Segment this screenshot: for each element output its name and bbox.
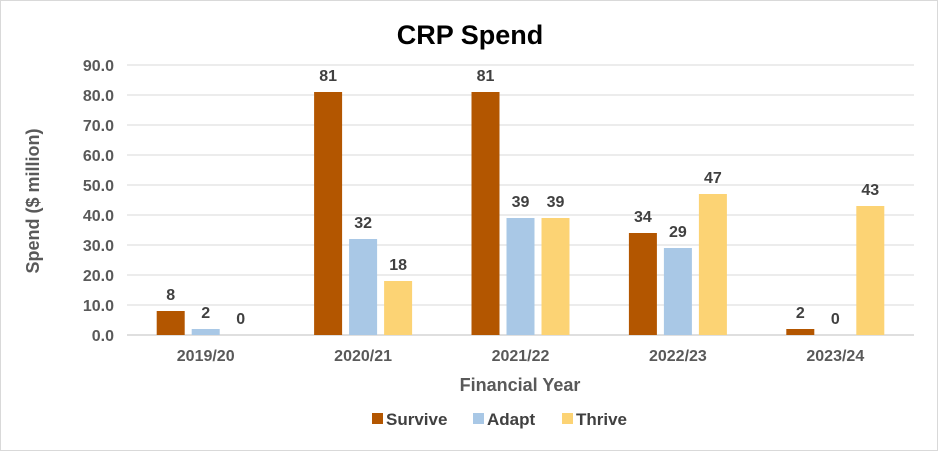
- y-tick-label: 90.0: [83, 58, 114, 75]
- data-label: 0: [236, 311, 245, 328]
- gridlines: [127, 64, 914, 336]
- x-axis-title: Financial Year: [460, 375, 581, 395]
- data-label: 2: [201, 305, 210, 322]
- y-tick-label: 0.0: [92, 328, 114, 345]
- bar-adapt: [663, 248, 692, 335]
- y-tick-label: 50.0: [83, 178, 114, 195]
- data-label: 34: [634, 209, 652, 226]
- bar-survive: [156, 311, 185, 335]
- data-label: 8: [166, 287, 175, 304]
- legend: Survive Adapt Thrive: [372, 410, 627, 429]
- data-label: 0: [831, 311, 840, 328]
- x-tick-label: 2022/23: [649, 348, 707, 365]
- bar-thrive: [698, 194, 727, 335]
- data-label: 29: [669, 224, 687, 241]
- y-tick-label: 30.0: [83, 238, 114, 255]
- x-tick-label: 2020/21: [334, 348, 392, 365]
- bar-thrive: [541, 218, 570, 335]
- bar-survive: [314, 92, 343, 335]
- bar-adapt: [506, 218, 535, 335]
- x-axis-ticks: 2019/20 2020/21 2021/22 2022/23 2023/24: [177, 348, 865, 365]
- bar-survive: [786, 329, 815, 335]
- y-tick-label: 80.0: [83, 88, 114, 105]
- y-tick-label: 20.0: [83, 268, 114, 285]
- legend-swatch-survive: [372, 413, 383, 424]
- x-tick-label: 2021/22: [492, 348, 550, 365]
- legend-label-survive: Survive: [386, 410, 447, 429]
- data-label: 32: [354, 215, 372, 232]
- bar-survive: [471, 92, 500, 335]
- bar-adapt: [349, 239, 378, 335]
- y-axis-ticks: 0.0 10.0 20.0 30.0 40.0 50.0 60.0 70.0 80.0 90.0: [83, 58, 114, 345]
- bar-thrive: [384, 281, 413, 335]
- y-tick-label: 60.0: [83, 148, 114, 165]
- data-label: 47: [704, 170, 722, 187]
- bar-survive: [628, 233, 657, 335]
- bar-thrive: [856, 206, 885, 335]
- y-axis-title: Spend ($ million): [23, 128, 43, 273]
- data-label: 39: [512, 194, 530, 211]
- y-tick-label: 10.0: [83, 298, 114, 315]
- data-label: 81: [319, 68, 337, 85]
- legend-label-thrive: Thrive: [576, 410, 627, 429]
- data-labels: 8 2 0 81 32 18 81 39 39 34 29 47 2 0 43: [166, 68, 879, 328]
- data-label: 81: [477, 68, 495, 85]
- legend-label-adapt: Adapt: [487, 410, 536, 429]
- bar-adapt: [191, 329, 220, 335]
- bars: [156, 92, 885, 335]
- legend-swatch-adapt: [473, 413, 484, 424]
- data-label: 2: [796, 305, 805, 322]
- data-label: 18: [389, 257, 407, 274]
- data-label: 39: [547, 194, 565, 211]
- y-tick-label: 70.0: [83, 118, 114, 135]
- legend-swatch-thrive: [562, 413, 573, 424]
- x-tick-label: 2019/20: [177, 348, 235, 365]
- chart-title: CRP Spend: [397, 20, 544, 50]
- data-label: 43: [861, 182, 879, 199]
- y-tick-label: 40.0: [83, 208, 114, 225]
- x-tick-label: 2023/24: [806, 348, 864, 365]
